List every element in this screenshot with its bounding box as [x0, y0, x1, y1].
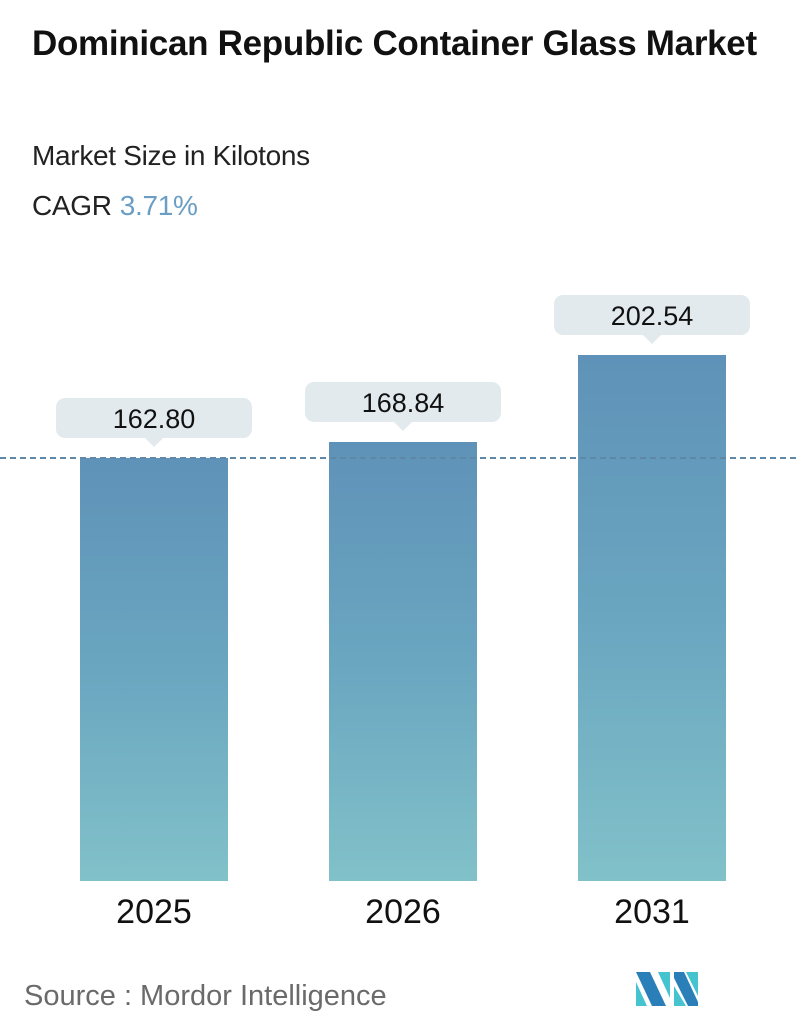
value-label-2031: 202.54 [554, 295, 750, 344]
x-tick-2026: 2026 [365, 893, 441, 931]
value-label-2025: 162.80 [56, 398, 252, 447]
source-note: Source : Mordor Intelligence [24, 980, 387, 1012]
x-tick-2031: 2031 [614, 893, 690, 931]
bar-2031 [578, 355, 726, 881]
chart-subtitle: Market Size in Kilotons [32, 140, 310, 171]
cagr-annotation: CAGR 3.71% [32, 190, 198, 222]
value-label-2026: 168.84 [305, 382, 501, 431]
x-tick-2025: 2025 [116, 893, 192, 931]
chart-title: Dominican Republic Container Glass Marke… [32, 24, 757, 63]
bar-2026 [329, 442, 477, 881]
bar-2025 [80, 458, 228, 881]
mordor-intelligence-logo-icon [636, 972, 698, 1006]
cagr-label: CAGR [32, 190, 112, 221]
reference-dashed-line [0, 457, 796, 459]
cagr-value: 3.71% [119, 190, 198, 221]
